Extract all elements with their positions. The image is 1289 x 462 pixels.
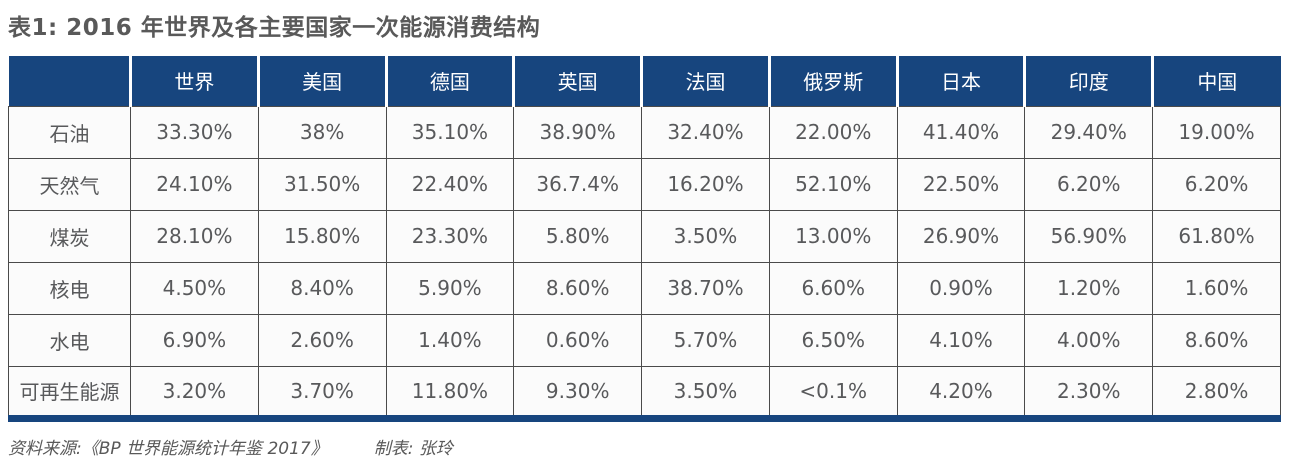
table-cell: 11.80% [385, 365, 515, 419]
header-russia: 俄罗斯 [767, 56, 898, 106]
table-cell: 22.00% [768, 105, 898, 159]
table-cell: 16.20% [641, 157, 770, 211]
table-header-row: 世界 美国 德国 英国 法国 俄罗斯 日本 印度 中国 [8, 56, 1281, 106]
table-cell: 56.90% [1024, 209, 1154, 263]
header-uk: 英国 [512, 56, 642, 106]
table-cell: 6.50% [768, 313, 898, 367]
table-cell: 4.10% [896, 313, 1026, 367]
table-cell: 3.70% [257, 365, 387, 419]
row-label-natural-gas: 天然气 [8, 157, 131, 211]
table-footer: 资料来源:《BP 世界能源统计年鉴 2017》 制表: 张玲 [8, 434, 1281, 459]
table-row-natural-gas: 天然气 24.10% 31.50% 22.40% 36.7.4% 16.20% … [8, 157, 1281, 211]
table-cell: 61.80% [1152, 209, 1281, 263]
source-note: 资料来源:《BP 世界能源统计年鉴 2017》 [8, 438, 328, 459]
table-cell: 6.60% [768, 261, 898, 315]
table-cell: 3.20% [130, 365, 259, 419]
table-cell: 22.40% [385, 157, 515, 211]
header-world: 世界 [129, 56, 259, 106]
table-cell: 0.90% [896, 261, 1026, 315]
table-cell: 26.90% [896, 209, 1026, 263]
table-row-oil: 石油 33.30% 38% 35.10% 38.90% 32.40% 22.00… [8, 105, 1281, 159]
table-cell: 19.00% [1152, 105, 1281, 159]
row-label-coal: 煤炭 [8, 209, 131, 263]
table-cell: 2.80% [1152, 365, 1281, 419]
table-cell: 2.60% [257, 313, 387, 367]
table-cell: 35.10% [385, 105, 515, 159]
table-cell: 32.40% [641, 105, 770, 159]
table-cell: 1.60% [1152, 261, 1281, 315]
table-cell: 23.30% [385, 209, 515, 263]
row-label-nuclear: 核电 [8, 261, 131, 315]
header-usa: 美国 [256, 56, 387, 106]
table-cell: 4.20% [896, 365, 1026, 419]
energy-consumption-table: 世界 美国 德国 英国 法国 俄罗斯 日本 印度 中国 石油 33.30% 38… [8, 56, 1281, 422]
table-cell: 6.20% [1152, 157, 1281, 211]
table-cell: 5.90% [385, 261, 515, 315]
header-france: 法国 [640, 56, 770, 106]
header-china: 中国 [1151, 56, 1281, 106]
table-cell: 38% [257, 105, 387, 159]
header-germany: 德国 [384, 56, 514, 106]
table-cell: 29.40% [1024, 105, 1154, 159]
table-cell: 31.50% [257, 157, 387, 211]
header-corner-cell [8, 56, 131, 106]
table-cell: 9.30% [513, 365, 643, 419]
row-label-renewables: 可再生能源 [8, 365, 131, 419]
table-row-renewables: 可再生能源 3.20% 3.70% 11.80% 9.30% 3.50% <0.… [8, 365, 1281, 419]
credit-note: 制表: 张玲 [373, 438, 453, 459]
table-cell: 28.10% [130, 209, 259, 263]
table-cell: 41.40% [896, 105, 1026, 159]
table-cell: <0.1% [768, 365, 898, 419]
table-cell: 13.00% [768, 209, 898, 263]
table-row-coal: 煤炭 28.10% 15.80% 23.30% 5.80% 3.50% 13.0… [8, 209, 1281, 263]
table-cell: 1.40% [385, 313, 515, 367]
table-cell: 0.60% [513, 313, 643, 367]
table-cell: 36.7.4% [513, 157, 643, 211]
row-label-hydro: 水电 [8, 313, 131, 367]
table-cell: 33.30% [130, 105, 259, 159]
table-cell: 3.50% [641, 365, 770, 419]
table-cell: 6.20% [1024, 157, 1154, 211]
table-title: 表1: 2016 年世界及各主要国家一次能源消费结构 [8, 15, 541, 41]
table-cell: 38.70% [641, 261, 770, 315]
table-cell: 24.10% [130, 157, 259, 211]
table-row-hydro: 水电 6.90% 2.60% 1.40% 0.60% 5.70% 6.50% 4… [8, 313, 1281, 367]
table-cell: 6.90% [130, 313, 259, 367]
table-cell: 15.80% [257, 209, 387, 263]
table-cell: 1.20% [1024, 261, 1154, 315]
table-cell: 3.50% [641, 209, 770, 263]
table-cell: 5.80% [513, 209, 643, 263]
table-cell: 8.60% [1152, 313, 1281, 367]
table-cell: 8.60% [513, 261, 643, 315]
header-india: 印度 [1023, 56, 1153, 106]
table-row-nuclear: 核电 4.50% 8.40% 5.90% 8.60% 38.70% 6.60% … [8, 261, 1281, 315]
table-cell: 8.40% [257, 261, 387, 315]
table-cell: 52.10% [768, 157, 898, 211]
table-cell: 4.00% [1024, 313, 1154, 367]
table-cell: 38.90% [513, 105, 643, 159]
row-label-oil: 石油 [8, 105, 131, 159]
table-cell: 4.50% [130, 261, 259, 315]
table-cell: 22.50% [896, 157, 1026, 211]
table-cell: 5.70% [641, 313, 770, 367]
header-japan: 日本 [895, 56, 1025, 106]
table-cell: 2.30% [1024, 365, 1154, 419]
